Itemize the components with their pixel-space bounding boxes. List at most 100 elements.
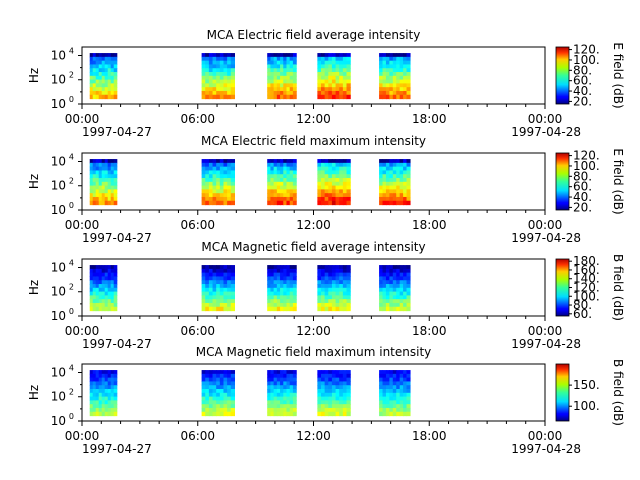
spectrogram-cell (201, 291, 206, 296)
spectrogram-cell (328, 162, 333, 168)
spectrogram-cell (223, 287, 228, 293)
spectrogram-cell (324, 276, 329, 281)
spectrogram-cell (276, 200, 281, 206)
spectrogram-cell (382, 200, 387, 206)
spectrogram-cell (89, 389, 94, 394)
spectrogram-cell (392, 53, 397, 58)
spectrogram-cell (385, 87, 390, 92)
spectrogram-cell (276, 196, 281, 202)
spectrogram-cell (113, 377, 118, 383)
spectrogram-cell (331, 159, 337, 164)
spectrogram-cell (280, 284, 284, 289)
spectrogram-cell (276, 306, 281, 312)
spectrogram-cell (328, 193, 333, 198)
spectrogram-cell (382, 302, 387, 308)
spectrogram-cell (219, 56, 225, 62)
spectrogram-cell (98, 53, 103, 58)
spectrogram-cell (389, 56, 394, 62)
spectrogram-cell (399, 185, 404, 190)
spectrogram-cell (339, 295, 344, 300)
spectrogram-cell (328, 268, 333, 274)
spectrogram-cell (317, 94, 322, 100)
spectrogram-cell (324, 90, 329, 96)
spectrogram-cell (267, 284, 272, 289)
spectrogram-cell (283, 291, 288, 296)
spectrogram-cell (223, 72, 228, 77)
spectrogram-cell (335, 284, 340, 289)
spectrogram-cell (335, 272, 340, 278)
spectrogram-cell (389, 370, 394, 375)
spectrogram-cell (339, 268, 344, 274)
spectrogram-cell (392, 72, 397, 77)
spectrogram-cell (270, 64, 275, 69)
spectrogram-cell (201, 189, 206, 194)
spectrogram-cell (396, 200, 401, 206)
spectrogram-cell (331, 189, 337, 194)
spectrogram-cell (328, 302, 333, 308)
spectrogram-cell (212, 53, 217, 58)
spectrogram-cell (317, 295, 322, 300)
spectrogram-cell (406, 411, 411, 417)
spectrogram-cell (276, 181, 281, 187)
spectrogram-cell (392, 295, 397, 300)
spectrogram-cell (403, 370, 408, 375)
spectrogram-cell (286, 411, 291, 417)
spectrogram-cell (89, 411, 94, 417)
spectrogram-cell (346, 87, 351, 92)
spectrogram-cell (328, 87, 333, 92)
spectrogram-cell (292, 302, 297, 308)
spectrogram-cell (331, 291, 337, 296)
spectrogram-cell (276, 407, 281, 413)
spectrogram-cell (286, 60, 291, 66)
spectrogram-cell (385, 56, 390, 62)
spectrogram-cell (392, 385, 397, 390)
spectrogram-cell (212, 407, 217, 413)
spectrogram-cell (98, 377, 103, 383)
spectrogram-cell (98, 162, 103, 168)
spectrogram-cell (331, 185, 337, 190)
spectrogram-cell (283, 272, 288, 278)
spectrogram-block (267, 370, 297, 417)
colorbar-tick-label: 40. (573, 190, 592, 204)
spectrogram-cell (95, 404, 100, 409)
spectrogram-cell (219, 72, 225, 77)
spectrogram-cell (389, 268, 394, 274)
spectrogram-cell (230, 302, 235, 308)
spectrogram-block (89, 265, 118, 312)
spectrogram-cell (89, 400, 94, 405)
spectrogram-cell (289, 159, 294, 164)
spectrogram-cell (113, 295, 118, 300)
spectrogram-cell (280, 200, 284, 206)
spectrogram-cell (335, 280, 340, 285)
spectrogram-cell (292, 189, 297, 194)
spectrogram-cell (396, 196, 401, 202)
spectrogram-cell (270, 196, 275, 202)
spectrogram-cell (216, 276, 221, 281)
spectrogram-cell (317, 79, 322, 84)
spectrogram-cell (227, 162, 232, 168)
spectrogram-cell (392, 159, 397, 164)
spectrogram-cell (113, 178, 118, 183)
spectrogram-cell (382, 385, 387, 390)
spectrogram-cell (113, 370, 118, 375)
spectrogram-cell (208, 162, 214, 168)
spectrogram-cell (280, 79, 284, 84)
spectrogram-cell (267, 396, 272, 401)
spectrogram-cell (110, 268, 115, 274)
spectrogram-cell (403, 276, 408, 281)
spectrogram-cell (201, 265, 206, 270)
spectrogram-cell (107, 159, 112, 164)
spectrogram-cell (289, 306, 294, 312)
spectrogram-cell (403, 189, 408, 194)
spectrogram-cell (101, 299, 106, 304)
spectrogram-cell (89, 381, 94, 386)
spectrogram-cell (212, 189, 217, 194)
spectrogram-cell (328, 68, 333, 73)
spectrogram-cell (276, 60, 281, 66)
spectrogram-cell (216, 295, 221, 300)
spectrogram-cell (321, 178, 326, 183)
spectrogram-cell (101, 373, 106, 379)
spectrogram-cell (379, 268, 384, 274)
spectrogram-cell (205, 400, 210, 405)
spectrogram-cell (396, 389, 401, 394)
